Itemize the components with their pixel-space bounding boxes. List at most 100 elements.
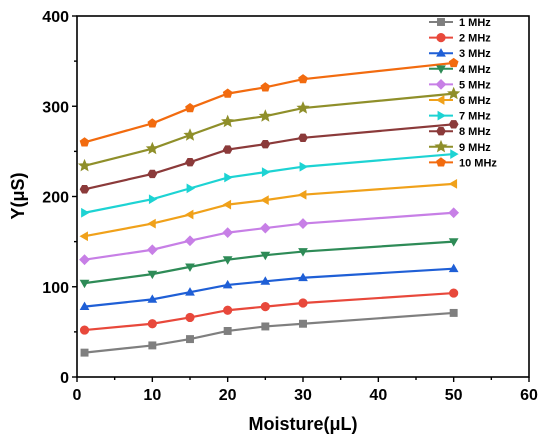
legend-label: 7 MHz xyxy=(459,111,491,123)
legend-item: 2 MHz xyxy=(429,33,491,45)
legend-item: 5 MHz xyxy=(429,79,491,91)
legend-marker xyxy=(436,65,446,74)
series-line xyxy=(84,311,454,354)
data-point xyxy=(260,139,271,149)
axes: 0 10 20 30 40 50 60 0 100 200 300 400 xyxy=(42,9,538,404)
data-point xyxy=(298,133,308,143)
series-8 xyxy=(79,120,459,194)
data-point xyxy=(298,272,308,282)
legend-marker xyxy=(435,95,445,105)
y-tick-label: 300 xyxy=(42,99,69,116)
x-tick-label: 0 xyxy=(73,387,82,404)
data-point xyxy=(79,279,90,289)
data-point xyxy=(260,251,271,261)
data-point xyxy=(449,308,458,317)
legend-item: 7 MHz xyxy=(429,111,491,123)
data-point xyxy=(450,149,459,159)
data-point xyxy=(222,279,233,289)
series-5 xyxy=(79,207,460,266)
data-point xyxy=(298,298,308,308)
series-3 xyxy=(79,263,459,311)
legend-label: 9 MHz xyxy=(459,142,491,154)
series-line xyxy=(84,267,454,308)
series-2 xyxy=(79,288,459,335)
data-point xyxy=(222,227,234,238)
y-tick-label: 400 xyxy=(42,9,69,26)
data-point xyxy=(147,319,157,329)
legend-item: 1 MHz xyxy=(429,17,491,29)
data-point xyxy=(222,145,233,154)
y-tick-label: 200 xyxy=(42,190,69,207)
legend-item: 9 MHz xyxy=(429,139,491,154)
data-point xyxy=(221,114,235,128)
x-tick-label: 30 xyxy=(294,387,312,404)
x-tick-label: 40 xyxy=(369,387,387,404)
data-point xyxy=(185,287,195,296)
data-point xyxy=(261,322,270,331)
series-6 xyxy=(79,178,458,242)
data-point xyxy=(298,248,308,257)
data-point xyxy=(449,288,459,298)
data-point xyxy=(222,256,233,265)
data-point xyxy=(297,218,309,229)
data-point xyxy=(260,195,269,205)
data-point xyxy=(80,348,89,357)
series-9 xyxy=(77,86,461,172)
x-tick-label: 10 xyxy=(143,387,161,404)
data-point xyxy=(448,120,459,129)
data-point xyxy=(448,263,459,273)
data-point xyxy=(79,137,90,147)
data-point xyxy=(222,199,232,210)
data-point xyxy=(147,118,158,128)
x-tick-label: 60 xyxy=(520,387,538,404)
data-point xyxy=(79,185,90,194)
data-point xyxy=(223,305,233,315)
data-point xyxy=(148,341,157,350)
data-point xyxy=(148,194,158,205)
data-point xyxy=(79,325,90,335)
legend-item: 4 MHz xyxy=(429,64,491,76)
legend-item: 3 MHz xyxy=(429,48,491,60)
data-point xyxy=(224,172,233,183)
data-point xyxy=(223,327,232,335)
y-tick-label: 0 xyxy=(60,370,69,387)
data-point xyxy=(186,335,194,344)
legend-label: 4 MHz xyxy=(459,64,491,76)
data-point xyxy=(298,74,308,84)
data-point xyxy=(183,128,197,141)
series-line xyxy=(84,152,454,214)
data-point xyxy=(81,207,90,218)
data-point xyxy=(261,167,271,178)
legend-item: 10 MHz xyxy=(429,157,497,169)
series-7 xyxy=(81,149,459,218)
legend-item: 8 MHz xyxy=(429,126,491,138)
data-point xyxy=(297,189,307,200)
y-axis-title: Y(μS) xyxy=(8,172,28,219)
legend-label: 5 MHz xyxy=(459,79,491,91)
data-point xyxy=(448,207,460,219)
legend-marker xyxy=(435,79,447,90)
data-point xyxy=(448,57,459,68)
legend-label: 10 MHz xyxy=(459,157,497,169)
x-tick-label: 20 xyxy=(219,387,237,404)
data-point xyxy=(145,141,159,155)
data-point xyxy=(299,161,309,172)
data-point xyxy=(260,82,271,92)
data-point xyxy=(222,88,233,98)
data-point xyxy=(185,102,195,113)
data-point xyxy=(184,235,196,247)
data-point xyxy=(184,209,194,220)
data-point xyxy=(296,101,310,114)
legend-label: 6 MHz xyxy=(459,95,491,107)
data-point xyxy=(185,157,195,167)
legend-marker xyxy=(434,139,448,153)
legend-marker xyxy=(436,32,446,43)
y-tick-label: 100 xyxy=(42,280,69,297)
legend-marker xyxy=(436,48,446,57)
data-point xyxy=(147,270,158,280)
data-point xyxy=(79,254,90,266)
data-point xyxy=(79,231,88,242)
legend-label: 2 MHz xyxy=(459,33,491,45)
data-point xyxy=(260,302,270,312)
data-point xyxy=(147,169,158,179)
